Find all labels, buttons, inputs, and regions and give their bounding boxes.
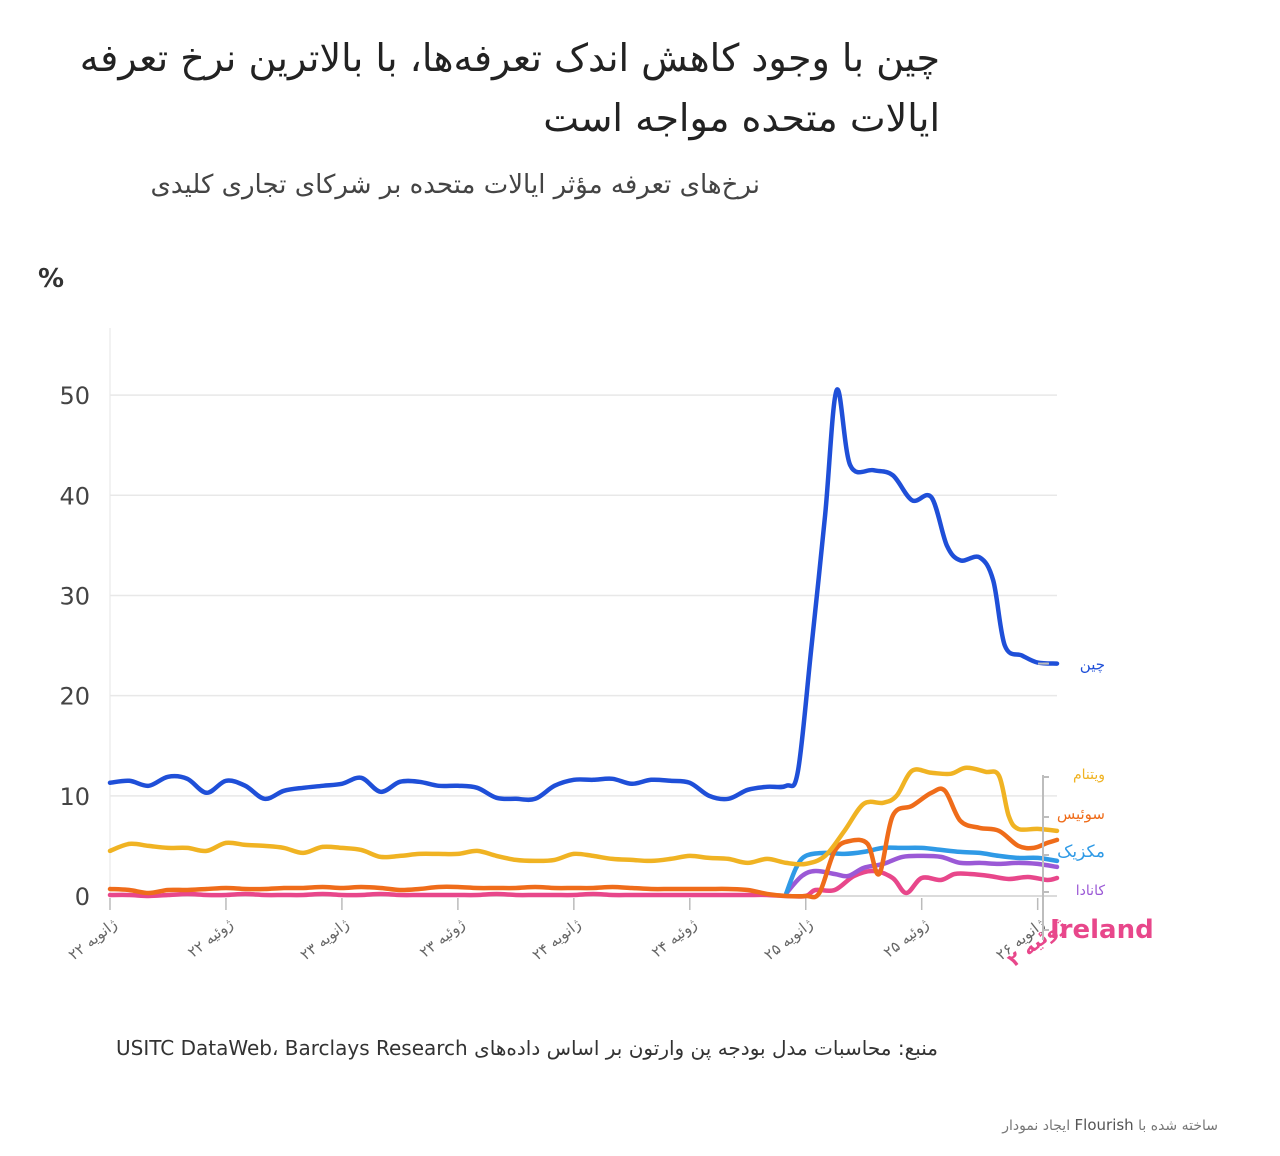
y-tick-label: 40 [59,482,90,510]
series-lines [107,387,1060,900]
series-line-ireland [107,868,1060,899]
series-labels: چین ویتنام سوئیس مکزیک کانادا Ireland [1038,656,1154,945]
series-line-ویتنام [107,765,1060,867]
credit-brand[interactable]: Flourish [1074,1116,1134,1134]
y-axis-unit-label: % [38,264,65,294]
line-chart: 0 10 20 30 40 50 ۲۲ ژانویه ۲۲ ژوئیه ۲۳ ژانویه ۲۳… [59,328,1154,971]
series-label-ویتنام: ویتنام [1073,767,1105,783]
x-tick-label: ۲۴ ژوئیه [648,915,700,961]
y-tick-label: 10 [59,783,90,811]
series-label-مکزیک: مکزیک [1057,842,1105,862]
credit-suffix: ایجاد نمودار [1002,1118,1071,1134]
series-line-چین [107,387,1060,803]
y-tick-label: 0 [75,883,90,911]
x-tick-label: ۲۳ ژانویه [297,915,353,964]
y-tick-label: 20 [59,683,90,711]
series-label-سوئیس: سوئیس [1057,805,1105,823]
x-tick-label: ۲۵ ژوئیه [880,915,932,961]
gridlines [109,328,1057,897]
series-line-سوئیس [107,786,1060,900]
x-tick-label: ۲۳ ژوئیه [416,915,468,961]
source-note: منبع: محاسبات مدل بودجه پن وارتون بر اسا… [116,1036,938,1060]
credit-prefix: ساخته شده با [1138,1118,1218,1134]
x-tick-label: ۲۲ ژانویه [65,915,121,964]
series-label-چین: چین [1080,656,1105,674]
x-tick-label: ۲۲ ژوئیه [184,915,236,961]
x-tick-label: ۲۵ ژانویه [761,915,817,964]
x-tick-label: ۲۴ ژانویه [529,915,585,964]
x-axis: ۲۲ ژانویه ۲۲ ژوئیه ۲۳ ژانویه ۲۳ ژوئیه ۲۴ ژان… [65,898,1070,971]
series-line-مکزیک [784,845,1060,896]
y-tick-label: 50 [59,382,90,410]
chart-subtitle: نرخ‌های تعرفه مؤثر ایالات متحده بر شرکای… [150,170,760,200]
y-axis-ticks: 0 10 20 30 40 50 [59,382,90,911]
series-label-کانادا: کانادا [1076,883,1106,899]
series-label-ireland: Ireland [1050,915,1154,945]
chart-title: چین با وجود کاهش اندک تعرفه‌ها، با بالات… [79,36,940,140]
y-tick-label: 30 [59,582,90,610]
flourish-credit[interactable]: ساخته شده با Flourish ایجاد نمودار [1002,1116,1218,1134]
